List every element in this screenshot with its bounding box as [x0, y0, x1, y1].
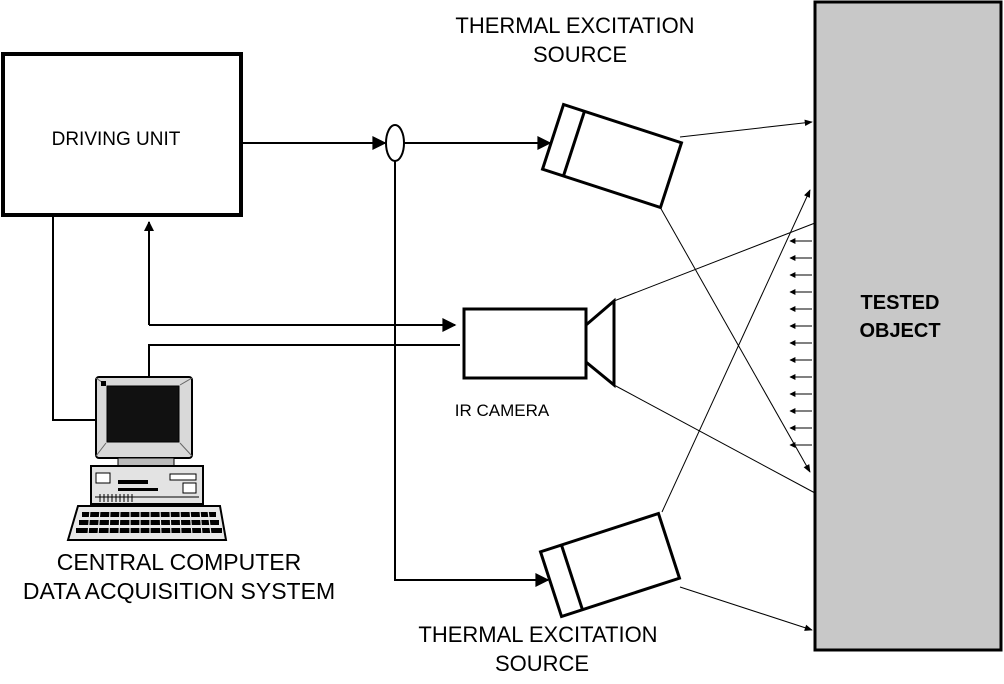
- top-thermal-source: [540, 102, 684, 210]
- tested-object: TESTED OBJECT: [813, 0, 1003, 652]
- driving-unit-label: DRIVING UNIT: [52, 129, 181, 150]
- splitter-to-bottom-source-line: [394, 161, 550, 587]
- computer-label-line1: CENTRAL COMPUTER: [57, 549, 302, 575]
- tested-object-label-line1: TESTED: [861, 292, 940, 314]
- bottom-source-beam-upper: [661, 189, 811, 513]
- bottom-thermal-source: [538, 511, 682, 619]
- camera-fov-lower: [613, 384, 816, 494]
- driving-unit-to-computer-line: [52, 215, 96, 421]
- top-source-beam-upper: [679, 119, 813, 138]
- ir-camera: [462, 297, 616, 389]
- central-computer: [66, 376, 228, 541]
- bottom-source-beam-lower: [679, 586, 813, 631]
- source-bottom-label-line1: THERMAL EXCITATION: [418, 622, 657, 647]
- computer-label-line2: DATA ACQUISITION SYSTEM: [23, 578, 335, 604]
- splitter-node: [385, 124, 405, 162]
- source-top-label-line1: THERMAL EXCITATION: [455, 13, 694, 38]
- source-bottom-label-line2: SOURCE: [495, 651, 589, 676]
- camera-to-computer-line: [148, 344, 460, 383]
- driving-unit-box: DRIVING UNIT: [1, 52, 243, 217]
- top-source-beam-lower: [659, 206, 811, 473]
- cpu-unit-icon: [90, 465, 204, 505]
- ir-camera-label: IR CAMERA: [455, 401, 550, 420]
- emitted-radiation-arrows: [789, 238, 812, 448]
- source-top-label-line2: SOURCE: [533, 42, 627, 67]
- camera-fov-upper: [613, 222, 816, 302]
- tested-object-label-line2: OBJECT: [859, 320, 940, 342]
